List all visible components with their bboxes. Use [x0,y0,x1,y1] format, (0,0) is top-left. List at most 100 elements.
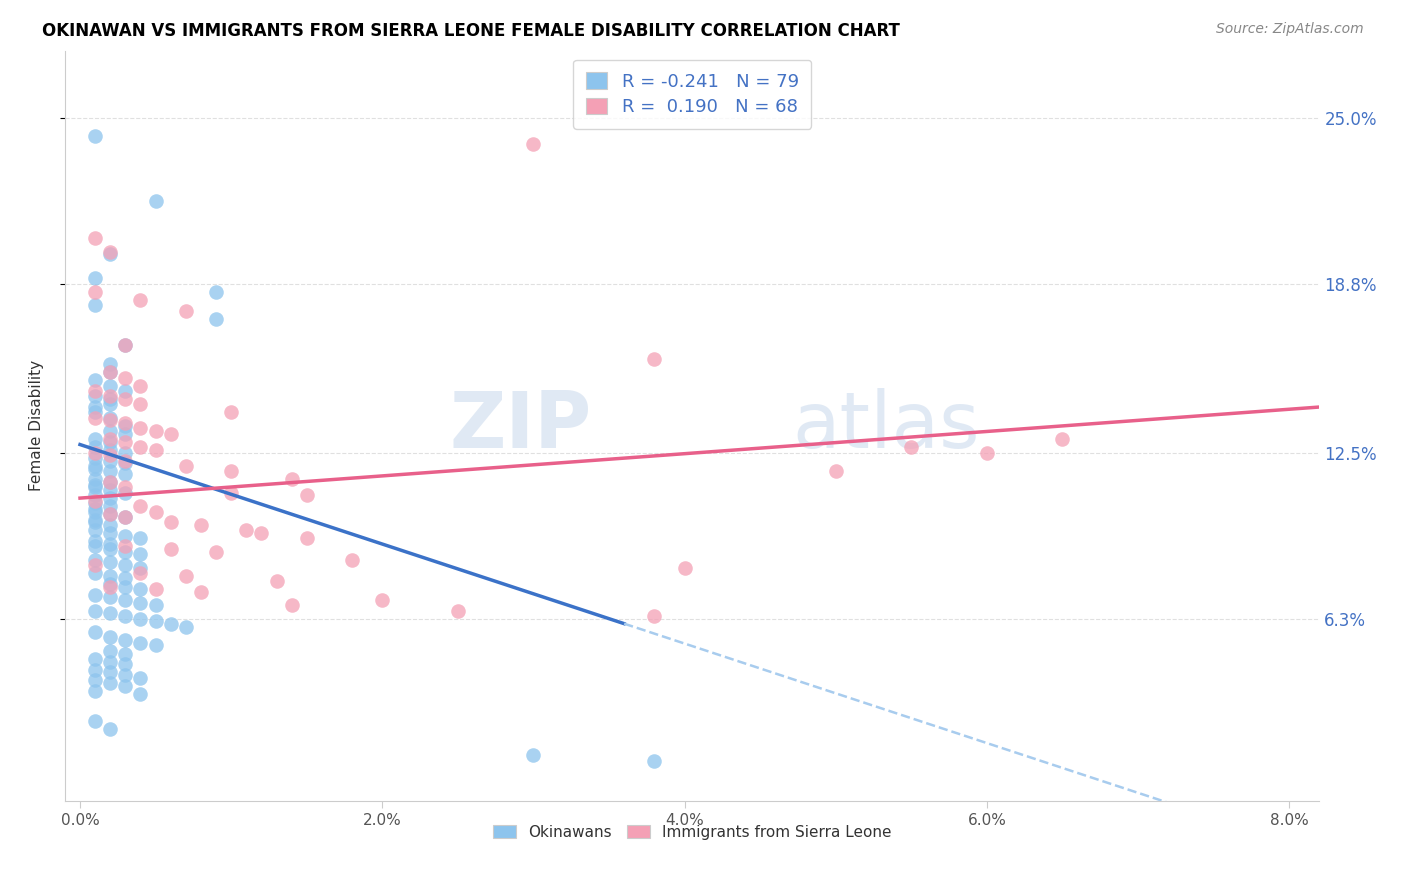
Point [98,392,121,406]
Point [98,665,121,680]
Point [114,657,136,672]
Point [129,548,152,562]
Point [114,539,136,553]
Point [114,416,136,430]
Point [84,384,107,398]
Point [673,561,696,575]
Point [84,684,107,698]
Point [219,464,242,478]
Point [84,373,107,387]
Point [280,472,302,486]
Point [114,668,136,682]
Point [114,426,136,441]
Point [219,405,242,419]
Point [84,504,107,518]
Point [190,517,212,532]
Point [98,389,121,403]
Point [145,615,167,629]
Point [114,485,136,500]
Point [84,539,107,553]
Point [84,493,107,508]
Point [145,194,167,208]
Point [114,370,136,384]
Point [84,515,107,529]
Point [98,525,121,540]
Point [84,440,107,454]
Point [84,461,107,475]
Point [129,531,152,545]
Point [174,458,197,473]
Point [114,509,136,524]
Text: Source: ZipAtlas.com: Source: ZipAtlas.com [1216,22,1364,37]
Point [98,365,121,379]
Point [98,542,121,557]
Legend: Okinawans, Immigrants from Sierra Leone: Okinawans, Immigrants from Sierra Leone [486,819,897,846]
Point [98,499,121,513]
Point [145,582,167,597]
Point [98,453,121,467]
Point [145,424,167,438]
Text: atlas: atlas [793,388,980,464]
Point [114,593,136,607]
Point [84,432,107,446]
Point [98,507,121,521]
Point [84,566,107,581]
Point [98,607,121,621]
Point [84,496,107,510]
Point [174,620,197,634]
Point [371,593,394,607]
Point [235,523,257,537]
Point [129,612,152,626]
Point [522,748,544,763]
Point [114,456,136,470]
Point [159,542,181,557]
Point [98,357,121,371]
Point [98,432,121,446]
Point [98,556,121,570]
Point [98,378,121,392]
Point [295,531,318,545]
Point [522,137,544,152]
Point [98,475,121,489]
Point [129,378,152,392]
Point [900,440,922,454]
Point [98,676,121,690]
Point [250,525,273,540]
Point [190,585,212,599]
Point [98,577,121,591]
Point [145,599,167,613]
Point [98,536,121,550]
Point [266,574,288,589]
Point [84,445,107,459]
Point [129,687,152,701]
Point [114,392,136,406]
Point [84,458,107,473]
Point [84,553,107,567]
Point [643,609,665,624]
Point [129,561,152,575]
Point [98,483,121,497]
Point [447,604,470,618]
Point [84,523,107,537]
Point [98,434,121,449]
Point [114,545,136,559]
Point [98,517,121,532]
Point [84,488,107,502]
Point [98,247,121,261]
Text: OKINAWAN VS IMMIGRANTS FROM SIERRA LEONE FEMALE DISABILITY CORRELATION CHART: OKINAWAN VS IMMIGRANTS FROM SIERRA LEONE… [42,22,900,40]
Point [98,569,121,583]
Point [205,285,228,299]
Point [98,591,121,605]
Point [114,558,136,573]
Point [84,285,107,299]
Point [159,617,181,632]
Point [114,453,136,467]
Point [643,351,665,366]
Text: ZIP: ZIP [450,388,592,464]
Point [84,298,107,312]
Point [280,599,302,613]
Point [84,501,107,516]
Point [98,442,121,457]
Point [129,440,152,454]
Point [114,509,136,524]
